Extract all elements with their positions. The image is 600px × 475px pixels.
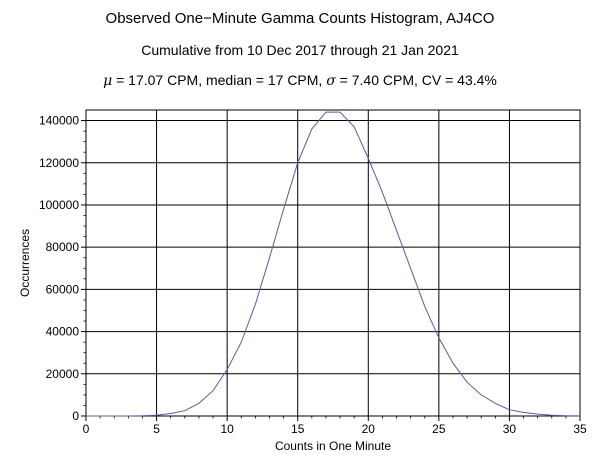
y-tick-label: 0 — [72, 409, 79, 423]
sigma-cv-text: = 7.40 CPM, CV = 43.4% — [335, 72, 497, 88]
y-axis-label: Occurrences — [18, 229, 32, 297]
y-tick-label: 140000 — [39, 114, 79, 128]
chart-stats: μ = 17.07 CPM, median = 17 CPM, σ = 7.40… — [0, 72, 600, 89]
chart-title: Observed One−Minute Gamma Counts Histogr… — [105, 10, 495, 27]
x-tick-label: 25 — [432, 422, 446, 436]
tick-labels: 0 5 10 15 20 25 30 35 0 20000 40000 60000 80000 10000… — [39, 114, 587, 436]
mu-symbol: μ — [103, 73, 113, 89]
y-tick-label: 60000 — [46, 282, 80, 296]
axis-ticks — [81, 120, 581, 421]
y-tick-label: 80000 — [46, 240, 80, 254]
y-tick-label: 120000 — [39, 156, 79, 170]
y-tick-label: 20000 — [46, 367, 80, 381]
x-tick-label: 15 — [291, 422, 305, 436]
mean-median-text: = 17.07 CPM, median = 17 CPM, — [112, 72, 327, 88]
y-tick-label: 40000 — [46, 325, 80, 339]
grid-lines — [86, 110, 580, 416]
x-tick-label: 20 — [362, 422, 376, 436]
chart-subtitle: Cumulative from 10 Dec 2017 through 21 J… — [141, 42, 459, 58]
series-line — [86, 111, 581, 417]
sigma-symbol: σ — [326, 73, 336, 89]
y-tick-label: 100000 — [39, 198, 79, 212]
x-tick-label: 10 — [220, 422, 234, 436]
plot-frame — [85, 109, 581, 417]
x-tick-label: 30 — [503, 422, 517, 436]
x-tick-label: 35 — [573, 422, 587, 436]
x-tick-label: 0 — [83, 422, 90, 436]
x-axis-label: Counts in One Minute — [275, 439, 391, 453]
x-tick-label: 5 — [153, 422, 160, 436]
